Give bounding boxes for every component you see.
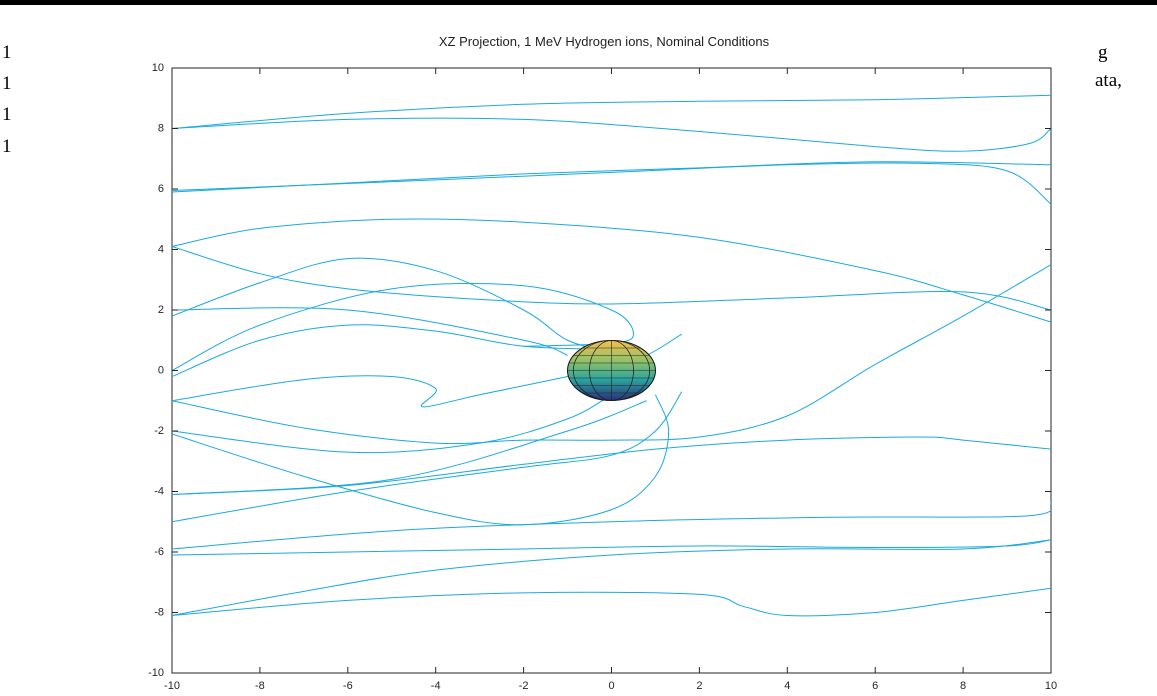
y-tick-label: -10 [148,667,164,679]
doc-fragment: 1 [2,104,12,125]
y-tick-label: -2 [154,425,164,437]
y-tick-label: 10 [152,62,164,74]
doc-fragment: g [1098,42,1108,63]
x-tick-label: -10 [164,680,180,692]
x-tick-label: -4 [431,680,441,692]
x-tick-label: 2 [696,680,702,692]
y-tick-label: -8 [154,606,164,618]
x-tick-label: -8 [255,680,265,692]
chart-title: XZ Projection, 1 MeV Hydrogen ions, Nomi… [439,34,770,49]
x-tick-label: 0 [608,680,614,692]
y-tick-label: -4 [154,485,164,497]
y-tick-label: -6 [154,546,164,558]
doc-fragment: 1 [2,136,12,157]
y-tick-label: 0 [158,364,164,376]
doc-fragment: ata, [1095,70,1122,91]
x-tick-label: 8 [960,680,966,692]
y-tick-label: 2 [158,304,164,316]
doc-fragment: 1 [2,42,12,63]
x-tick-label: 6 [872,680,878,692]
earth-sphere [568,341,656,401]
page: g ata, 1 1 1 1 XZ Projection, 1 MeV Hydr… [0,0,1157,696]
y-tick-label: 4 [158,243,164,255]
x-tick-label: -6 [343,680,353,692]
x-tick-label: -2 [519,680,529,692]
y-tick-label: 6 [158,183,164,195]
y-tick-label: 8 [158,122,164,134]
doc-fragment: 1 [2,73,12,94]
top-rule [0,0,1157,5]
x-tick-label: 4 [784,680,790,692]
x-tick-label: 10 [1045,680,1057,692]
